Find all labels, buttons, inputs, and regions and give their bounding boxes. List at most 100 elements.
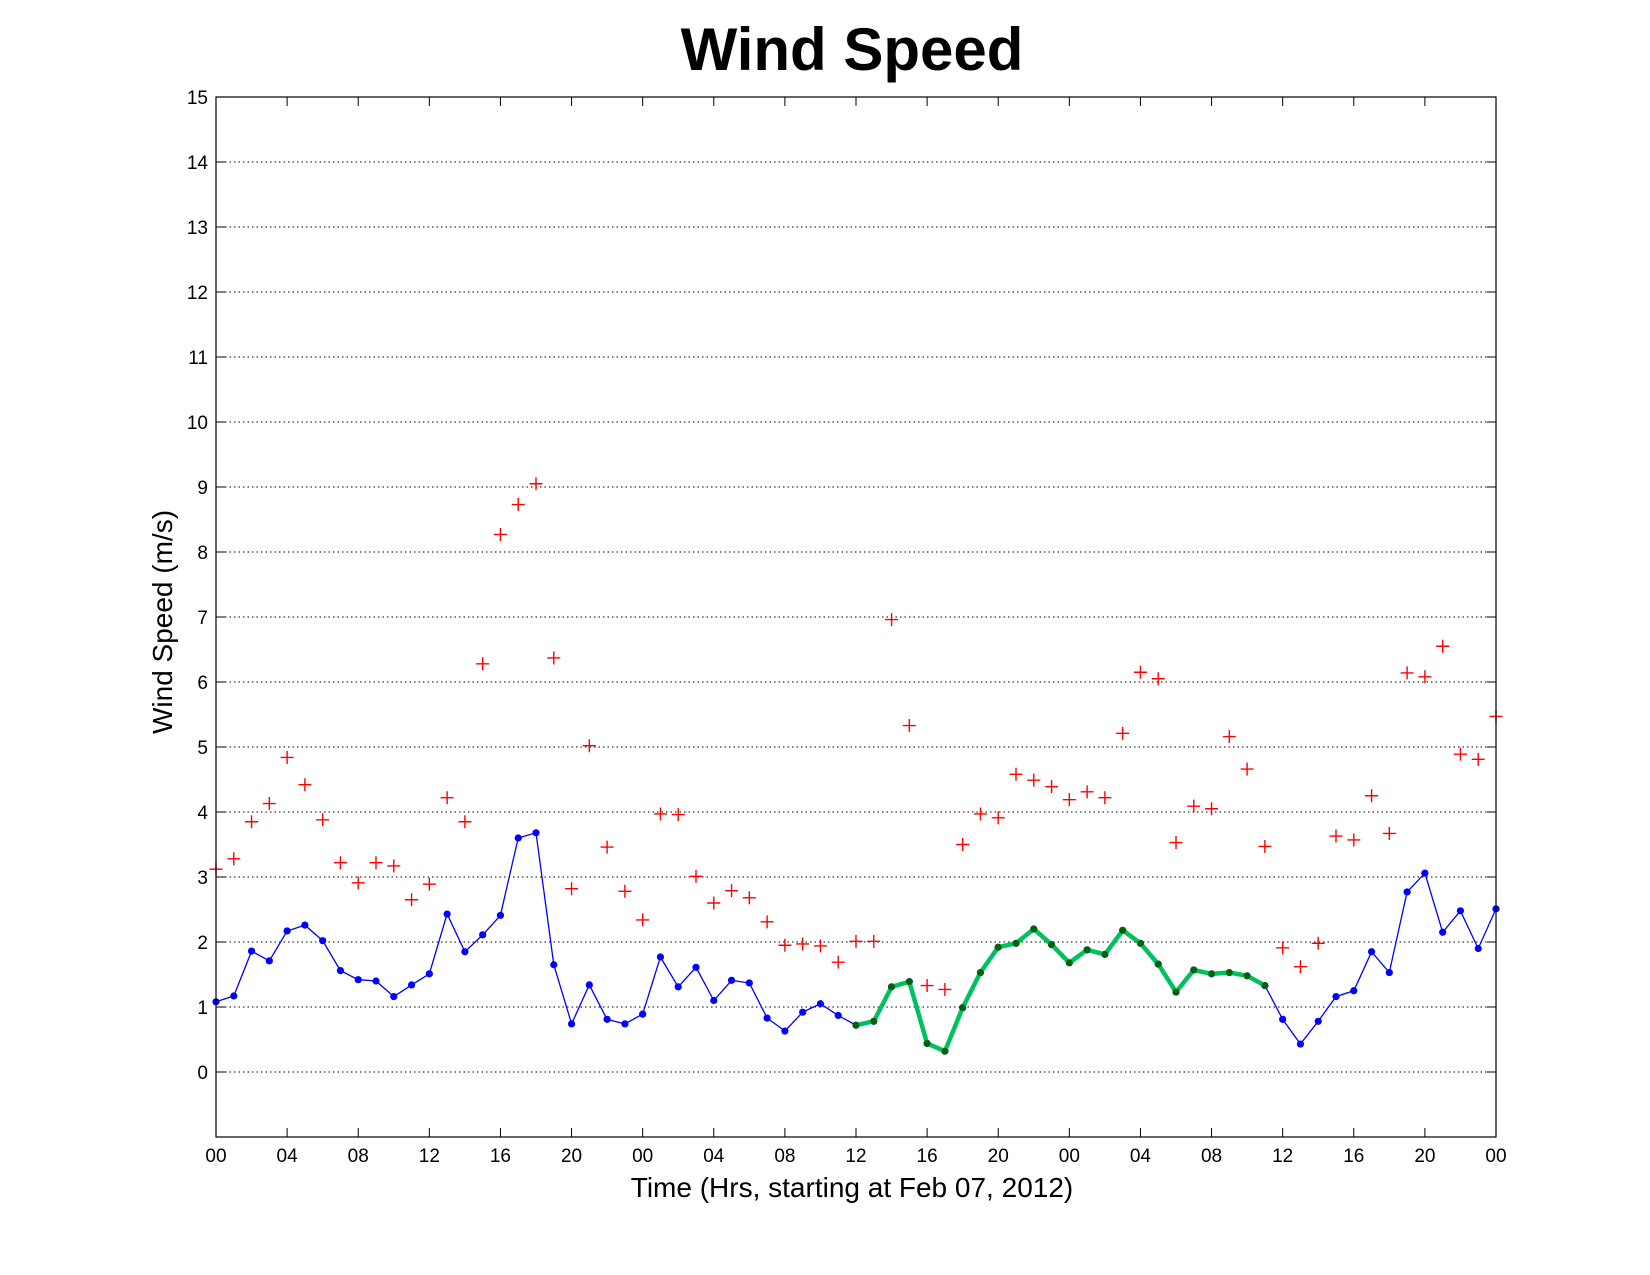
highlight-point bbox=[852, 1021, 860, 1029]
gust-marker bbox=[636, 913, 650, 927]
wind-speed-point bbox=[265, 957, 273, 965]
x-tick-label: 08 bbox=[774, 1146, 795, 1167]
gust-marker bbox=[600, 840, 614, 854]
wind-speed-point bbox=[781, 1027, 789, 1035]
y-tick-label: 11 bbox=[188, 348, 208, 369]
x-tick-label: 12 bbox=[1272, 1146, 1293, 1167]
y-tick-label: 2 bbox=[197, 933, 208, 954]
gust-marker bbox=[1027, 773, 1041, 787]
gust-marker bbox=[1240, 762, 1254, 776]
gust-marker bbox=[245, 815, 259, 829]
x-tick-label: 04 bbox=[277, 1146, 299, 1167]
gust-marker bbox=[849, 934, 863, 948]
gust-marker bbox=[920, 979, 934, 993]
wind-speed-point bbox=[1474, 944, 1482, 953]
highlight-point bbox=[1030, 925, 1038, 933]
gust-marker bbox=[387, 859, 401, 873]
wind-speed-point bbox=[1314, 1017, 1322, 1025]
wind-speed-point bbox=[1279, 1015, 1287, 1023]
wind-speed-point bbox=[230, 992, 238, 1000]
y-tick-label: 0 bbox=[197, 1063, 208, 1084]
gust-marker bbox=[565, 882, 579, 896]
gust-marker bbox=[973, 807, 987, 821]
gust-marker bbox=[742, 891, 756, 905]
highlight-point bbox=[1261, 982, 1269, 989]
gust-marker bbox=[1080, 785, 1094, 799]
x-tick-label: 08 bbox=[1201, 1146, 1222, 1167]
gust-marker bbox=[1347, 833, 1361, 847]
gust-marker bbox=[1133, 665, 1147, 679]
gust-marker bbox=[1400, 666, 1414, 680]
gust-marker bbox=[1329, 829, 1343, 843]
y-tick-label: 12 bbox=[187, 283, 208, 304]
gust-marker bbox=[689, 869, 703, 883]
gust-marker bbox=[831, 955, 845, 969]
x-tick-label: 00 bbox=[1485, 1146, 1506, 1167]
gust-marker bbox=[458, 815, 472, 829]
series-group bbox=[209, 477, 1503, 1055]
gust-marker bbox=[1169, 836, 1183, 850]
plot-frame bbox=[215, 96, 1497, 1138]
highlight-point bbox=[1154, 960, 1162, 968]
x-tick-label: 04 bbox=[1130, 1146, 1152, 1167]
highlight-point bbox=[994, 943, 1002, 951]
gust-marker bbox=[369, 856, 383, 870]
gust-marker bbox=[671, 808, 685, 822]
gust-marker bbox=[351, 876, 365, 890]
highlight-point bbox=[1243, 972, 1251, 980]
wind-speed-point bbox=[1403, 888, 1411, 896]
gust-marker bbox=[1311, 936, 1325, 950]
wind-speed-point bbox=[567, 1020, 576, 1028]
wind-speed-point bbox=[799, 1008, 807, 1016]
highlight-point bbox=[1065, 959, 1073, 967]
wind-speed-point bbox=[461, 948, 469, 956]
wind-speed-point bbox=[407, 981, 416, 989]
highlight-point bbox=[1012, 939, 1020, 947]
wind-speed-point bbox=[354, 976, 362, 984]
wind-speed-point bbox=[763, 1014, 771, 1022]
gust-marker bbox=[511, 498, 525, 512]
gust-marker bbox=[1187, 799, 1201, 813]
highlight-point bbox=[1101, 950, 1109, 958]
wind-speed-point bbox=[372, 977, 380, 985]
highlight-point bbox=[977, 969, 984, 976]
wind-speed-point bbox=[745, 979, 753, 987]
highlight-point bbox=[1172, 988, 1180, 996]
wind-speed-point bbox=[692, 963, 700, 971]
gust-marker bbox=[227, 852, 241, 866]
gust-marker bbox=[1151, 672, 1165, 686]
wind-speed-point bbox=[390, 993, 398, 1001]
y-axis-label: Wind Speed (m/s) bbox=[147, 510, 178, 734]
wind-speed-point bbox=[1367, 948, 1376, 956]
wind-speed-point bbox=[443, 910, 451, 918]
gust-marker bbox=[1436, 639, 1450, 653]
y-tick-label: 1 bbox=[197, 998, 208, 1019]
y-tick-label: 4 bbox=[197, 803, 208, 824]
highlight-point bbox=[1119, 926, 1127, 934]
gust-marker bbox=[1098, 791, 1112, 805]
wind-speed-point bbox=[1296, 1040, 1305, 1048]
wind-speed-point bbox=[1421, 869, 1429, 877]
gust-marker bbox=[653, 807, 667, 821]
gust-marker bbox=[333, 856, 347, 870]
wind-speed-point bbox=[656, 953, 665, 961]
y-tick-label: 14 bbox=[187, 153, 209, 174]
gust-marker bbox=[1365, 789, 1379, 803]
gust-marker bbox=[440, 791, 454, 805]
wind-speed-point bbox=[532, 829, 540, 837]
y-tick-label: 10 bbox=[187, 413, 208, 434]
gust-marker bbox=[316, 813, 330, 827]
gust-marker bbox=[991, 811, 1005, 825]
x-tick-label: 00 bbox=[1059, 1146, 1080, 1167]
wind-speed-point bbox=[550, 961, 558, 969]
gust-marker bbox=[1453, 747, 1467, 761]
wind-speed-point bbox=[710, 996, 718, 1005]
gust-marker bbox=[885, 613, 899, 627]
highlight-point bbox=[941, 1047, 949, 1055]
x-tick-label: 20 bbox=[561, 1146, 582, 1167]
gust-marker bbox=[1293, 960, 1307, 974]
wind-speed-point bbox=[1332, 993, 1340, 1001]
gust-marker bbox=[280, 750, 294, 764]
highlight-point bbox=[1137, 939, 1144, 947]
y-tick-label: 8 bbox=[197, 543, 208, 564]
